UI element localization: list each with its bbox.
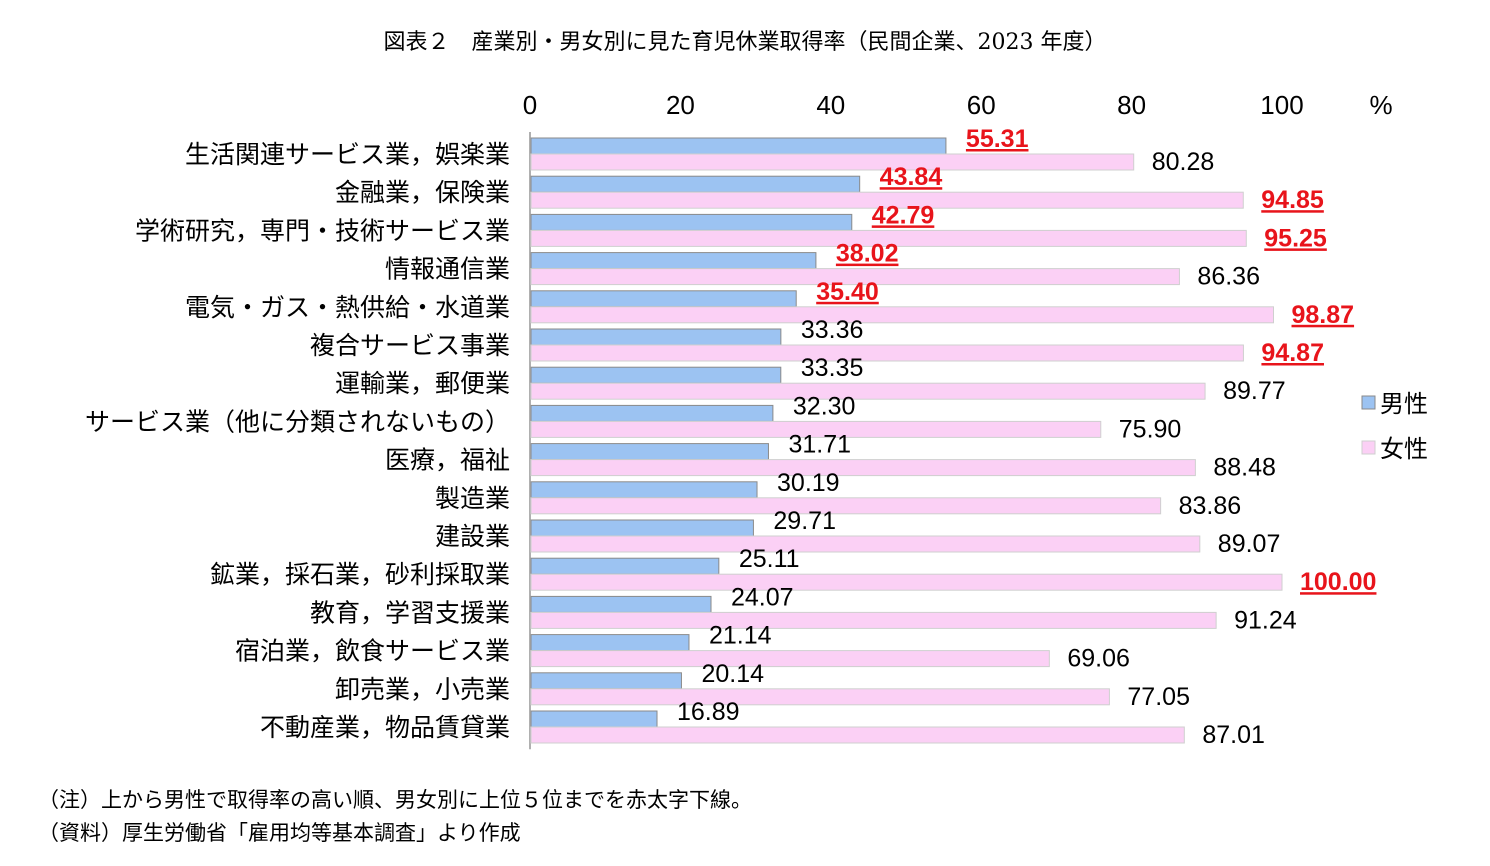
x-tick-label: 20 bbox=[666, 90, 695, 120]
male-value-label: 21.14 bbox=[709, 622, 772, 650]
x-tick-label: 40 bbox=[816, 90, 845, 120]
category-label: 学術研究，専門・技術サービス業 bbox=[135, 216, 510, 245]
female-value-label: 88.48 bbox=[1213, 454, 1276, 482]
female-bar bbox=[530, 268, 1180, 286]
male-value-label: 55.31 bbox=[966, 125, 1029, 153]
female-value-label: 89.77 bbox=[1223, 377, 1286, 405]
category-label: 鉱業，採石業，砂利採取業 bbox=[210, 560, 510, 589]
male-bar bbox=[530, 175, 861, 193]
category-label: 生活関連サービス業，娯楽業 bbox=[185, 140, 510, 169]
female-bar bbox=[530, 344, 1244, 362]
male-bar bbox=[530, 213, 853, 231]
male-bar bbox=[530, 557, 720, 575]
category-label: 金融業，保険業 bbox=[335, 178, 510, 207]
x-tick-label: 80 bbox=[1117, 90, 1146, 120]
chart-title: 図表２ 産業別・男女別に見た育児休業取得率（民間企業、2023 年度） bbox=[383, 30, 1107, 55]
male-value-label: 35.40 bbox=[816, 278, 879, 306]
female-value-label: 75.90 bbox=[1119, 415, 1182, 443]
female-value-label: 86.36 bbox=[1197, 263, 1260, 291]
female-bar bbox=[530, 153, 1135, 171]
female-bar bbox=[530, 573, 1283, 591]
female-bar bbox=[530, 497, 1162, 515]
male-value-label: 42.79 bbox=[872, 201, 935, 229]
category-label: サービス業（他に分類されないもの） bbox=[85, 407, 510, 436]
male-value-label: 33.35 bbox=[801, 354, 864, 382]
male-bar bbox=[530, 366, 782, 384]
category-label: 情報通信業 bbox=[385, 255, 510, 284]
female-bar bbox=[530, 382, 1206, 400]
notes: （注）上から男性で取得率の高い順、男女別に上位５位までを赤太字下線。 （資料）厚… bbox=[38, 784, 752, 850]
bar-chart: 0 20 40 60 80 100 % 生活関連サービス業，娯楽業 55.31 80.28 金融業，… bbox=[85, 90, 1428, 750]
legend-female-swatch bbox=[1361, 440, 1376, 455]
female-bar bbox=[530, 688, 1110, 706]
category-label: 電気・ガス・熱供給・水道業 bbox=[185, 293, 510, 322]
male-value-label: 33.36 bbox=[801, 316, 864, 344]
x-tick-label: 100 bbox=[1260, 90, 1303, 120]
male-bar bbox=[530, 634, 690, 652]
female-bar bbox=[530, 611, 1217, 629]
female-value-label: 89.07 bbox=[1218, 530, 1281, 558]
category-label: 運輸業，郵便業 bbox=[335, 369, 510, 398]
female-value-label: 87.01 bbox=[1202, 721, 1265, 749]
male-value-label: 31.71 bbox=[788, 431, 851, 459]
category-label: 医療，福祉 bbox=[385, 446, 510, 475]
category-label: 卸売業，小売業 bbox=[335, 675, 510, 704]
female-bar bbox=[530, 650, 1050, 668]
female-value-label: 94.85 bbox=[1261, 186, 1324, 214]
x-tick-label: 60 bbox=[967, 90, 996, 120]
male-value-label: 43.84 bbox=[880, 163, 943, 191]
legend-female-label: 女性 bbox=[1380, 435, 1428, 463]
male-value-label: 38.02 bbox=[836, 240, 899, 268]
legend-male-label: 男性 bbox=[1380, 390, 1428, 418]
male-bar bbox=[530, 519, 754, 537]
female-value-label: 94.87 bbox=[1261, 339, 1324, 367]
female-value-label: 98.87 bbox=[1292, 301, 1355, 329]
x-unit-label: % bbox=[1369, 90, 1392, 120]
female-value-label: 83.86 bbox=[1179, 492, 1242, 520]
category-label: 複合サービス事業 bbox=[310, 331, 510, 360]
male-bar bbox=[530, 710, 658, 728]
female-value-label: 91.24 bbox=[1234, 606, 1297, 634]
note-line: （注）上から男性で取得率の高い順、男女別に上位５位までを赤太字下線。 bbox=[38, 788, 752, 812]
female-bar bbox=[530, 191, 1244, 209]
male-value-label: 20.14 bbox=[701, 660, 764, 688]
male-bar bbox=[530, 252, 817, 270]
female-bar bbox=[530, 535, 1201, 553]
female-value-label: 77.05 bbox=[1127, 683, 1190, 711]
female-value-label: 69.06 bbox=[1067, 645, 1130, 673]
male-bar bbox=[530, 328, 782, 346]
male-value-label: 30.19 bbox=[777, 469, 840, 497]
male-bar bbox=[530, 595, 712, 613]
male-value-label: 25.11 bbox=[739, 545, 800, 573]
source-line: （資料）厚生労働省「雇用均等基本調査」より作成 bbox=[38, 821, 521, 845]
female-value-label: 95.25 bbox=[1264, 224, 1327, 252]
male-bar bbox=[530, 290, 797, 308]
male-value-label: 16.89 bbox=[677, 698, 740, 726]
female-bar bbox=[530, 306, 1275, 324]
male-bar bbox=[530, 404, 774, 422]
male-bar bbox=[530, 443, 769, 461]
male-bar bbox=[530, 672, 682, 690]
male-value-label: 24.07 bbox=[731, 583, 794, 611]
category-label: 不動産業，物品賃貸業 bbox=[260, 713, 510, 742]
category-label: 教育，学習支援業 bbox=[310, 598, 510, 627]
female-bar bbox=[530, 420, 1102, 438]
male-bar bbox=[530, 481, 758, 499]
female-bar bbox=[530, 726, 1185, 744]
category-label: 宿泊業，飲食サービス業 bbox=[235, 637, 510, 666]
female-value-label: 80.28 bbox=[1152, 148, 1215, 176]
legend-male-swatch bbox=[1361, 395, 1376, 410]
female-bar bbox=[530, 459, 1196, 477]
male-value-label: 29.71 bbox=[773, 507, 836, 535]
category-label: 製造業 bbox=[435, 484, 510, 513]
category-label: 建設業 bbox=[435, 522, 510, 551]
male-bar bbox=[530, 137, 947, 155]
female-value-label: 100.00 bbox=[1300, 568, 1376, 596]
x-tick-label: 0 bbox=[523, 90, 537, 120]
male-value-label: 32.30 bbox=[793, 392, 856, 420]
female-bar bbox=[530, 229, 1247, 247]
